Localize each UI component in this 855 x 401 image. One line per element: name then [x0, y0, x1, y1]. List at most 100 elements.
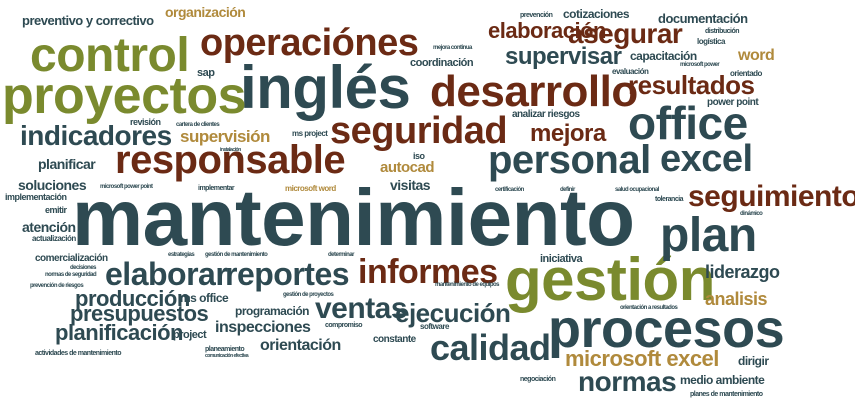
word-estrategias: estrategias — [168, 252, 195, 258]
word-compromiso: compromiso — [325, 322, 363, 329]
word-emitir: emitir — [45, 205, 67, 215]
word-liderazgo: liderazgo — [705, 262, 780, 282]
word-orientacion-a-resultados: orientación a resultados — [620, 305, 678, 311]
word-salud-ocupacional: salud ocupacional — [615, 187, 659, 193]
word-evaluacion: evaluación — [612, 67, 649, 76]
word-cotizaciones: cotizaciones — [563, 7, 630, 21]
word-analizar-riesgos: analizar riesgos — [512, 109, 580, 120]
word-definir: definir — [560, 187, 575, 193]
word-revision: revisión — [130, 117, 161, 127]
word-control: control — [30, 29, 190, 82]
word-determinar: determinar — [328, 252, 355, 258]
word-supervisar: supervisar — [505, 43, 622, 70]
word-elaborar: elaborar — [105, 256, 228, 292]
word-orientacion: orientación — [260, 337, 341, 354]
word-cartera-de-clientes: cartera de clientes — [176, 122, 220, 128]
word-coordinacion: coordinación — [410, 57, 474, 69]
word-dirigir: dirigir — [738, 354, 769, 368]
word-actualizacion: actualización — [32, 234, 76, 243]
word-procesos: procesos — [548, 299, 785, 359]
word-normas: normas — [578, 366, 677, 397]
word-inspecciones: inspecciones — [215, 319, 311, 336]
word-constante: constante — [373, 334, 416, 345]
word-ingles: inglés — [240, 54, 411, 121]
word-analisis: analisis — [705, 289, 768, 309]
word-dinamico: dinámico — [740, 211, 763, 217]
word-instalacion: instalación — [220, 147, 241, 153]
word-sap: sap — [197, 67, 215, 79]
word-presupuestos: presupuestos — [70, 301, 209, 326]
word-iniciativa: iniciativa — [540, 253, 583, 265]
word-word: word — [738, 47, 775, 64]
word-gestion: gestión — [505, 246, 715, 313]
word-prevencion-de-riesgos: prevención de riesgos — [30, 283, 84, 289]
word-mantenimiento: mantenimiento — [72, 173, 635, 262]
word-capacitacion: capacitación — [630, 49, 697, 63]
word-asegurar: asegurar — [568, 18, 683, 49]
word-proyectos: proyectos — [2, 67, 247, 125]
word-negociacion: negociación — [520, 376, 556, 383]
word-software: software — [420, 322, 449, 331]
word-microsoft-power: microsoft power — [680, 62, 720, 68]
word-ms-office: ms office — [180, 291, 229, 305]
word-decisiones: decisiones — [70, 265, 97, 271]
word-power-point: power point — [707, 97, 759, 108]
word-planificacion: planificación — [55, 320, 183, 345]
word-produccion: producción — [75, 286, 190, 311]
word-desarrollo: desarrollo — [430, 67, 638, 116]
word-project: project — [173, 329, 207, 341]
word-mejora-continua: mejora continua — [433, 45, 472, 51]
word-plan: plan — [660, 209, 757, 262]
word-implementacion: implementación — [5, 192, 67, 202]
word-office: office — [628, 97, 748, 149]
word-implementar: implementar — [198, 185, 235, 192]
word-autocad: autocad — [380, 159, 435, 176]
word-responsable: responsable — [115, 138, 346, 182]
word-comercializacion: comercialización — [35, 253, 108, 264]
word-informes: informes — [358, 253, 498, 291]
word-ventas: ventas — [315, 292, 408, 325]
word-planeamiento: planeamiento — [205, 346, 245, 353]
word-preventivo-y-correctivo: preventivo y correctivo — [22, 13, 154, 28]
word-tolerancia: tolerancia — [655, 196, 684, 203]
word-ms-project: ms project — [292, 129, 328, 138]
word-mantenimiento-de-equipos: mantenimiento de equipos — [435, 282, 500, 288]
word-supervision: supervisión — [180, 127, 270, 146]
word-normas-de-seguridad: normas de seguridad — [45, 272, 97, 278]
word-planes-de-mantenimiento: planes de mantenimiento — [690, 391, 763, 398]
word-indicadores: indicadores — [20, 120, 172, 151]
word-organizacion: organización — [165, 4, 246, 20]
word-visitas: visitas — [390, 177, 431, 193]
word-reportes: reportes — [225, 256, 350, 292]
word-documentacion: documentación — [658, 11, 748, 26]
word-medio-ambiente: medio ambiente — [680, 373, 765, 387]
word-actividades-de-mantenimiento: actividades de mantenimiento — [35, 350, 121, 357]
word-prevencion: prevención — [520, 12, 553, 19]
word-resultados: resultados — [628, 70, 755, 100]
word-iso: iso — [413, 151, 425, 161]
word-certificacion: certificación — [495, 187, 524, 193]
word-ejecucion: ejecución — [395, 298, 511, 328]
word-microsoft-word: microsoft word — [285, 184, 336, 193]
word-gestion-de-mantenimiento: gestión de mantenimiento — [205, 252, 268, 258]
word-soluciones: soluciones — [18, 177, 87, 193]
word-calidad: calidad — [430, 327, 551, 368]
word-personal: personal — [488, 138, 651, 182]
word-excel: excel — [660, 138, 753, 180]
word-comunicacion-efectiva: comunicación efectiva — [205, 353, 249, 359]
word-microsoft-excel: microsoft excel — [565, 346, 719, 371]
word-atencion: atención — [22, 219, 76, 235]
word-orientado: orientado — [730, 69, 762, 78]
word-distribucion: distribución — [705, 28, 740, 35]
word-programacion: programación — [235, 304, 310, 318]
word-elaboracion: elaboración — [488, 18, 606, 43]
word-seguimiento: seguimiento — [688, 180, 855, 213]
word-mejora: mejora — [530, 120, 606, 147]
word-gestion-de-proyectos: gestión de proyectos — [283, 292, 334, 298]
word-logistica: logística — [697, 37, 725, 46]
word-microsoft-power-point: microsoft power point — [100, 184, 153, 190]
word-operaciones: operaciónes — [200, 22, 419, 64]
word-seguridad: seguridad — [330, 110, 508, 152]
word-planificar: planificar — [38, 156, 96, 172]
